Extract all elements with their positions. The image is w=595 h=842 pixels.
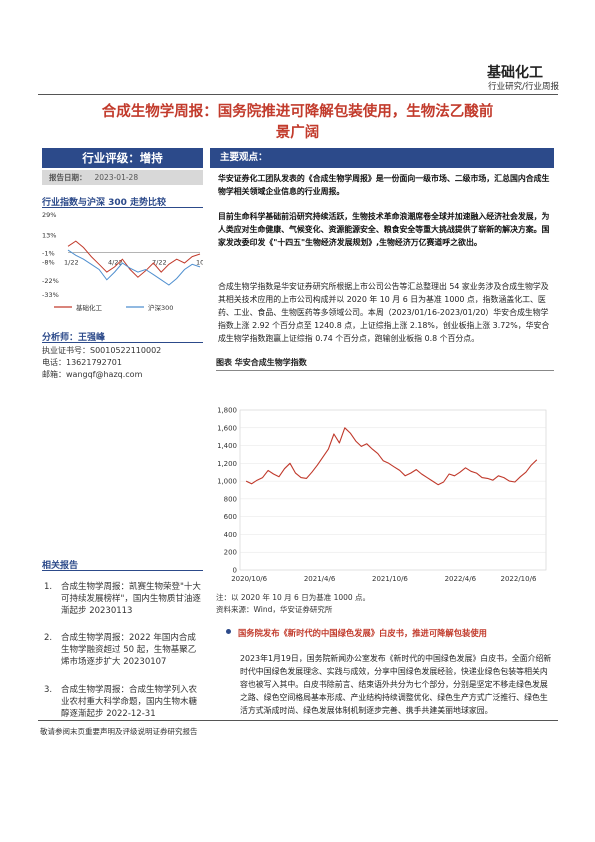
industry-rating: 行业评级：增持 (42, 148, 203, 168)
analyst-phone-value: 13621792701 (66, 358, 122, 367)
figure-divider (216, 370, 554, 371)
y-tick-label: 600 (224, 513, 237, 521)
legend-label: 沪深300 (148, 303, 173, 312)
analyst-phone-label: 电话： (42, 358, 66, 367)
x-tick-label: 1/22 (64, 259, 79, 267)
analyst-email: 邮箱：wangqf@hazq.com (42, 369, 142, 381)
y-tick-label: 1,400 (218, 442, 237, 450)
x-tick-label: 10/22 (196, 259, 203, 267)
related-report-item[interactable]: 2. 合成生物学周报：2022 年国内合成生物学融资超过 50 起，生物基聚乙烯… (44, 632, 204, 668)
title-line-2: 景广阔 (275, 124, 320, 141)
related-reports-divider (42, 570, 203, 571)
x-tick-label: 2021/10/6 (372, 575, 408, 583)
related-report-number: 1. (44, 582, 53, 592)
x-tick-label: 2022/4/6 (445, 575, 477, 583)
figure-source: 资料来源：Wind，华安证券研究所 (216, 605, 333, 614)
y-tick-label: 1,600 (218, 424, 237, 432)
analyst-divider (42, 342, 203, 343)
x-tick-label: 2022/10/6 (501, 575, 537, 583)
y-tick-label: 800 (224, 495, 237, 503)
bullet-icon (226, 629, 231, 634)
title-line-1: 合成生物学周报：国务院推进可降解包装使用，生物法乙酸前 (101, 103, 494, 120)
related-report-text[interactable]: 合成生物学周报：凯赛生物荣登"十大可持续发展榜样"，国内生物质甘油逐渐起步 20… (61, 582, 201, 616)
analyst-cert: 执业证书号：S0010522110002 (42, 345, 161, 357)
plot-frame (239, 409, 547, 571)
section-heading-white-paper: 国务院发布《新时代的中国绿色发展》白皮书，推进可降解包装使用 (238, 628, 487, 638)
report-date-value: 2023-01-28 (94, 173, 139, 182)
related-reports-heading: 相关报告 (42, 561, 79, 571)
industry-vs-hs300-chart: 29% 13% -1%-8% -22% -33% 1/22 4/22 7/22 10/22 基础化… (42, 211, 203, 312)
mini-chart-heading: 行业指数与沪深 300 走势比较 (42, 198, 167, 208)
y-tick-label: 1,800 (218, 407, 237, 415)
legend-label: 基础化工 (76, 303, 103, 312)
sector-label: 基础化工 (487, 65, 543, 81)
report-type: 行业研究/行业周报 (488, 82, 559, 92)
y-tick-label: 400 (224, 531, 237, 539)
related-report-text[interactable]: 合成生物学周报：合成生物学列入农业农村重大科学命题，国内生物木糖醇逐渐起步 20… (61, 685, 198, 719)
series-line (245, 427, 538, 486)
footer-disclaimer: 敬请参阅末页重要声明及评级说明证券研究报告 (40, 727, 198, 736)
footer-divider (38, 720, 558, 721)
y-tick-label: -33% (42, 291, 59, 299)
paragraph-white-paper: 2023年1月19日，国务院新闻办公室发布《新时代的中国绿色发展》白皮书，全面介… (240, 654, 552, 716)
x-tick-label: 4/22 (108, 259, 123, 267)
related-report-text[interactable]: 合成生物学周报：2022 年国内合成生物学融资超过 50 起，生物基聚乙烯市场逐… (61, 633, 197, 667)
x-tick-label: 2020/10/6 (231, 575, 267, 583)
y-tick-label: -1% (42, 250, 55, 258)
series-line (67, 249, 201, 286)
mini-chart-divider (42, 207, 203, 208)
analyst-phone: 电话：13621792701 (42, 357, 122, 369)
y-tick-label: 0 (233, 567, 237, 575)
series-line (67, 240, 201, 278)
related-report-number: 2. (44, 633, 53, 643)
header-divider (38, 94, 558, 95)
related-report-item[interactable]: 3. 合成生物学周报：合成生物学列入农业农村重大科学命题，国内生物木糖醇逐渐起步… (44, 684, 204, 720)
figure-title: 图表 华安合成生物学指数 (216, 358, 307, 367)
analyst-email-label: 邮箱： (42, 370, 66, 379)
paragraph-intro: 华安证券化工团队发表的《合成生物学周报》是一份面向一级市场、二级市场，汇总国内合… (218, 174, 550, 197)
x-tick-label: 7/22 (152, 259, 167, 267)
analyst-cert-label: 执业证书号： (42, 346, 90, 355)
analyst-heading: 分析师：王强峰 (42, 333, 106, 343)
key-points-heading: 主要观点： (210, 148, 554, 168)
synbio-index-chart: 0 200 400 600 800 1,000 1,200 1,400 1,600 1,800 20… (218, 407, 547, 583)
paragraph-index: 合成生物学指数是华安证券研究所根据上市公司公告等汇总整理出 54 家业务涉及合成… (218, 282, 550, 344)
related-report-number: 3. (44, 685, 53, 695)
paragraph-bio-economy: 目前生命科学基础前沿研究持续活跃，生物技术革命浪潮席卷全球并加速融入经济社会发展… (218, 212, 550, 248)
analyst-cert-value: S0010522110002 (90, 346, 162, 355)
figure-note: 注：以 2020 年 10 月 6 日为基准 1000 点。 (216, 593, 371, 602)
y-tick-label: 1,200 (218, 460, 237, 468)
report-title: 合成生物学周报：国务院推进可降解包装使用，生物法乙酸前 景广阔 (40, 101, 555, 143)
analyst-email-value: wangqf@hazq.com (66, 370, 143, 379)
y-tick-label: -8% (42, 259, 55, 267)
x-tick-label: 2021/4/6 (304, 575, 336, 583)
y-tick-label: 13% (42, 232, 56, 240)
y-tick-label: 200 (224, 549, 237, 557)
y-tick-label: 29% (42, 211, 56, 219)
report-date-label: 报告日期： (49, 173, 87, 182)
report-date: 报告日期： 2023-01-28 (42, 170, 203, 185)
related-report-item[interactable]: 1. 合成生物学周报：凯赛生物荣登"十大可持续发展榜样"，国内生物质甘油逐渐起步… (44, 581, 204, 617)
y-tick-label: 1,000 (218, 478, 237, 486)
y-tick-label: -22% (42, 277, 59, 285)
